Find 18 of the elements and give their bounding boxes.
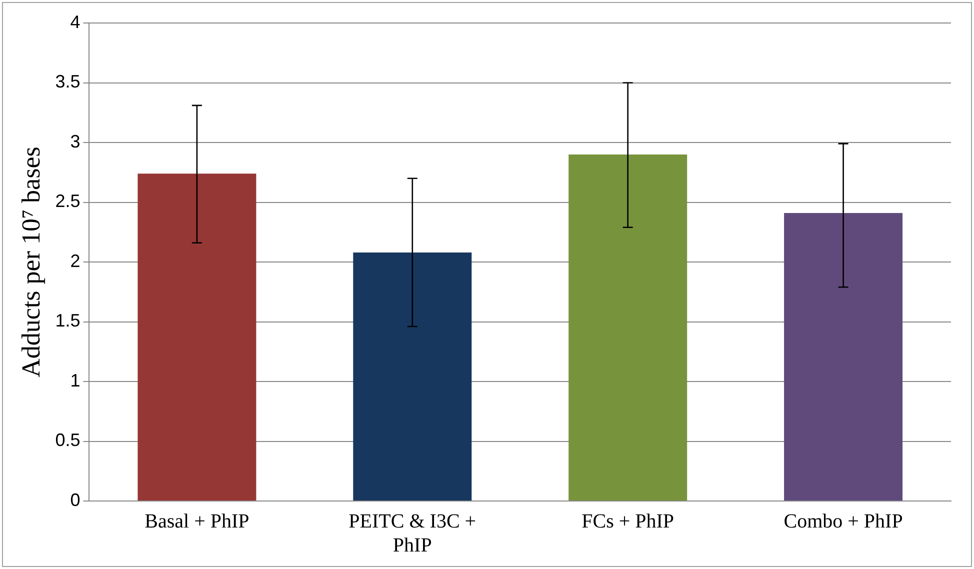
y-tick-label: 2 <box>70 250 80 271</box>
x-tick-label: Combo + PhIP <box>784 510 903 532</box>
y-tick-label: 1 <box>70 370 80 390</box>
y-axis-title: Adducts per 10⁷ bases <box>16 146 46 378</box>
y-tick-label: 3 <box>70 131 80 152</box>
y-tick-label: 4 <box>70 12 80 32</box>
y-tick-label: 0 <box>70 490 80 510</box>
bar <box>353 252 472 500</box>
y-tick-label: 3.5 <box>55 72 80 92</box>
x-tick-label: FCs + PhIP <box>582 510 674 532</box>
bar <box>138 174 256 500</box>
y-tick-label: 0.5 <box>55 430 80 450</box>
y-tick-label: 1.5 <box>55 310 80 331</box>
bar <box>784 213 903 500</box>
bar <box>568 154 688 500</box>
x-tick-label: PEITC & I3C + PhIP <box>348 510 476 556</box>
x-tick-label: Basal + PhIP <box>144 510 250 532</box>
y-tick-label: 2.5 <box>55 191 80 212</box>
